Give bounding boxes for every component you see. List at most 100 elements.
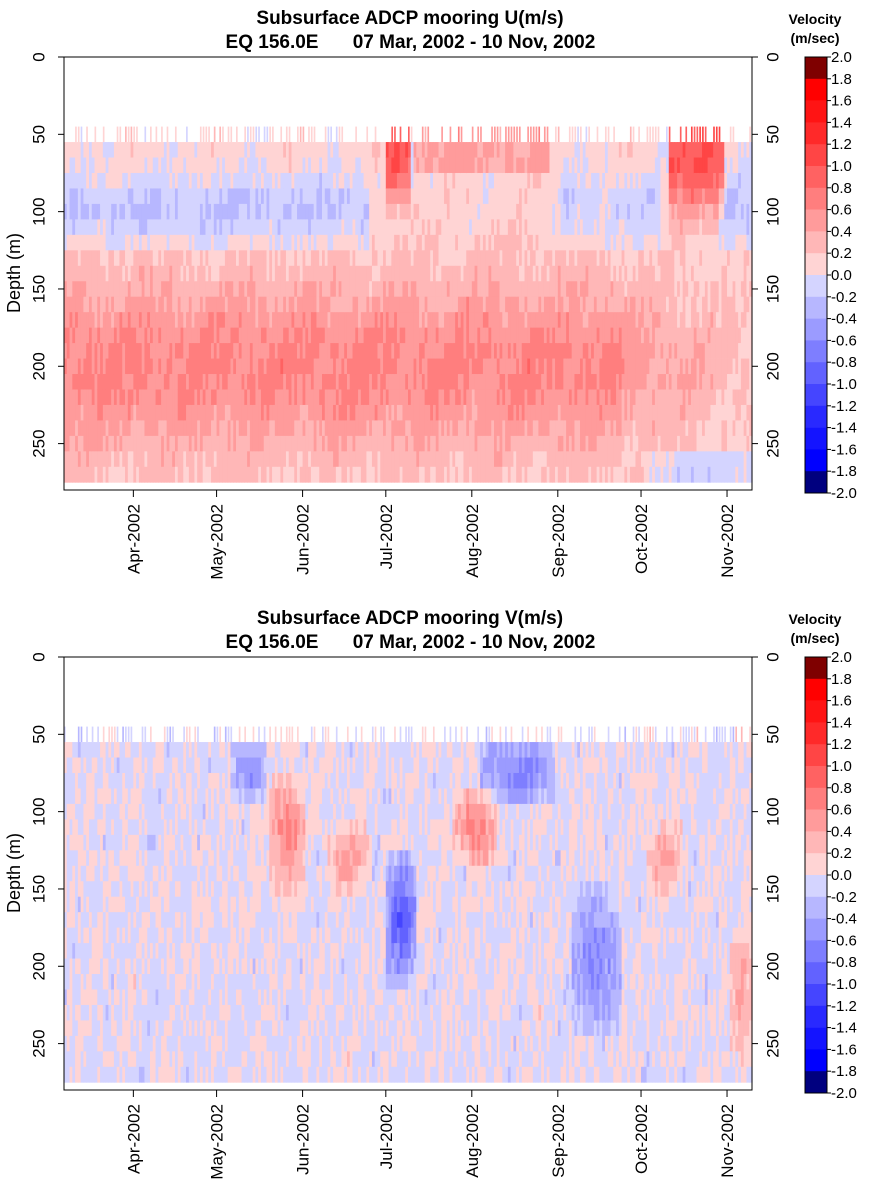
heatmap-cell (316, 358, 320, 375)
heatmap-cell (77, 203, 82, 220)
heatmap-cell (310, 188, 315, 205)
heatmap-cell (233, 142, 237, 158)
heatmap-cell (263, 172, 268, 189)
heatmap-cell (86, 203, 90, 220)
heatmap-cell (100, 312, 104, 329)
heatmap-cell (305, 296, 309, 313)
heatmap-cell (86, 343, 90, 359)
heatmap-cell (177, 435, 182, 452)
heatmap-cell (224, 296, 229, 313)
heatmap-cell (208, 219, 212, 236)
heatmap-cell (69, 219, 73, 236)
heatmap-cell (88, 327, 93, 344)
heatmap-cell (219, 358, 223, 375)
heatmap-cell (302, 420, 306, 437)
heatmap-cell (252, 188, 257, 205)
heatmap-cell (102, 126, 105, 143)
heatmap-cell (188, 157, 193, 174)
heatmap-cell (191, 420, 195, 437)
heatmap-cell (299, 296, 304, 313)
heatmap-cell (227, 420, 232, 437)
heatmap-cell (224, 343, 229, 359)
heatmap-cell (113, 157, 118, 174)
heatmap-cell (64, 389, 68, 406)
heatmap-cell (144, 234, 148, 251)
heatmap-cell (66, 219, 71, 236)
heatmap-cell (208, 234, 212, 251)
heatmap-cell (238, 234, 243, 251)
heatmap-cell (80, 296, 85, 313)
heatmap-cell (649, 126, 652, 143)
heatmap-cell (102, 203, 107, 220)
heatmap-cell (216, 358, 220, 375)
heatmap-cell (288, 234, 293, 251)
heatmap-cell (197, 234, 201, 251)
heatmap-cell (324, 219, 329, 236)
heatmap-cell (585, 126, 588, 143)
heatmap-cell (174, 358, 179, 375)
heatmap-cell (174, 466, 179, 483)
heatmap-cell (133, 466, 137, 483)
heatmap-cell (310, 126, 313, 143)
heatmap-cell (102, 389, 107, 406)
heatmap-cell (100, 265, 104, 282)
heatmap-cell (163, 466, 168, 483)
heatmap-cell (491, 126, 493, 143)
heatmap-cell (150, 203, 154, 220)
heatmap-cell (177, 219, 182, 236)
heatmap-cell (194, 250, 198, 267)
heatmap-cell (224, 435, 229, 452)
heatmap-cell (335, 404, 340, 421)
heatmap-cell (294, 265, 298, 282)
heatmap-cell (122, 327, 126, 344)
heatmap-cell (294, 343, 298, 359)
heatmap-cell (241, 296, 245, 313)
heatmap-cell (333, 250, 337, 267)
heatmap-cell (113, 327, 118, 344)
heatmap-cell (330, 374, 334, 390)
heatmap-cell (177, 343, 182, 359)
heatmap-cell (288, 466, 293, 483)
heatmap-cell (238, 157, 243, 174)
heatmap-cell (249, 466, 254, 483)
heatmap-cell (150, 404, 154, 421)
heatmap-cell (75, 312, 79, 329)
heatmap-cell (574, 126, 577, 143)
heatmap-cell (274, 142, 279, 158)
heatmap-cell (247, 451, 251, 468)
heatmap-cell (166, 234, 171, 251)
heatmap-cell (91, 142, 96, 158)
heatmap-cell (227, 234, 232, 251)
heatmap-cell (252, 157, 257, 174)
heatmap-cell (252, 172, 257, 189)
heatmap-cell (327, 327, 331, 344)
heatmap-cell (108, 234, 112, 251)
heatmap-cell (72, 466, 76, 483)
heatmap-cell (150, 343, 154, 359)
heatmap-cell (288, 142, 293, 158)
heatmap-cell (116, 435, 121, 452)
heatmap-cell (211, 296, 215, 313)
heatmap-cell (183, 389, 187, 406)
heatmap-cell (88, 219, 93, 236)
heatmap-cell (211, 157, 215, 174)
heatmap-cell (299, 157, 304, 174)
heatmap-cell (238, 265, 243, 282)
heatmap-cell (280, 404, 284, 421)
heatmap-cell (208, 296, 212, 313)
heatmap-cell (188, 389, 193, 406)
heatmap-cell (255, 157, 259, 174)
heatmap-cell (197, 327, 201, 344)
heatmap-cell (133, 234, 137, 251)
heatmap-cell (169, 157, 173, 174)
heatmap-cell (64, 265, 68, 282)
heatmap-cell (305, 172, 309, 189)
heatmap-cell (194, 265, 198, 282)
heatmap-cell (108, 466, 112, 483)
heatmap-cell (313, 435, 318, 452)
heatmap-cell (186, 296, 190, 313)
heatmap-cell (77, 219, 82, 236)
heatmap-cell (333, 435, 337, 452)
heatmap-cell (233, 203, 237, 220)
heatmap-cell (183, 250, 187, 267)
